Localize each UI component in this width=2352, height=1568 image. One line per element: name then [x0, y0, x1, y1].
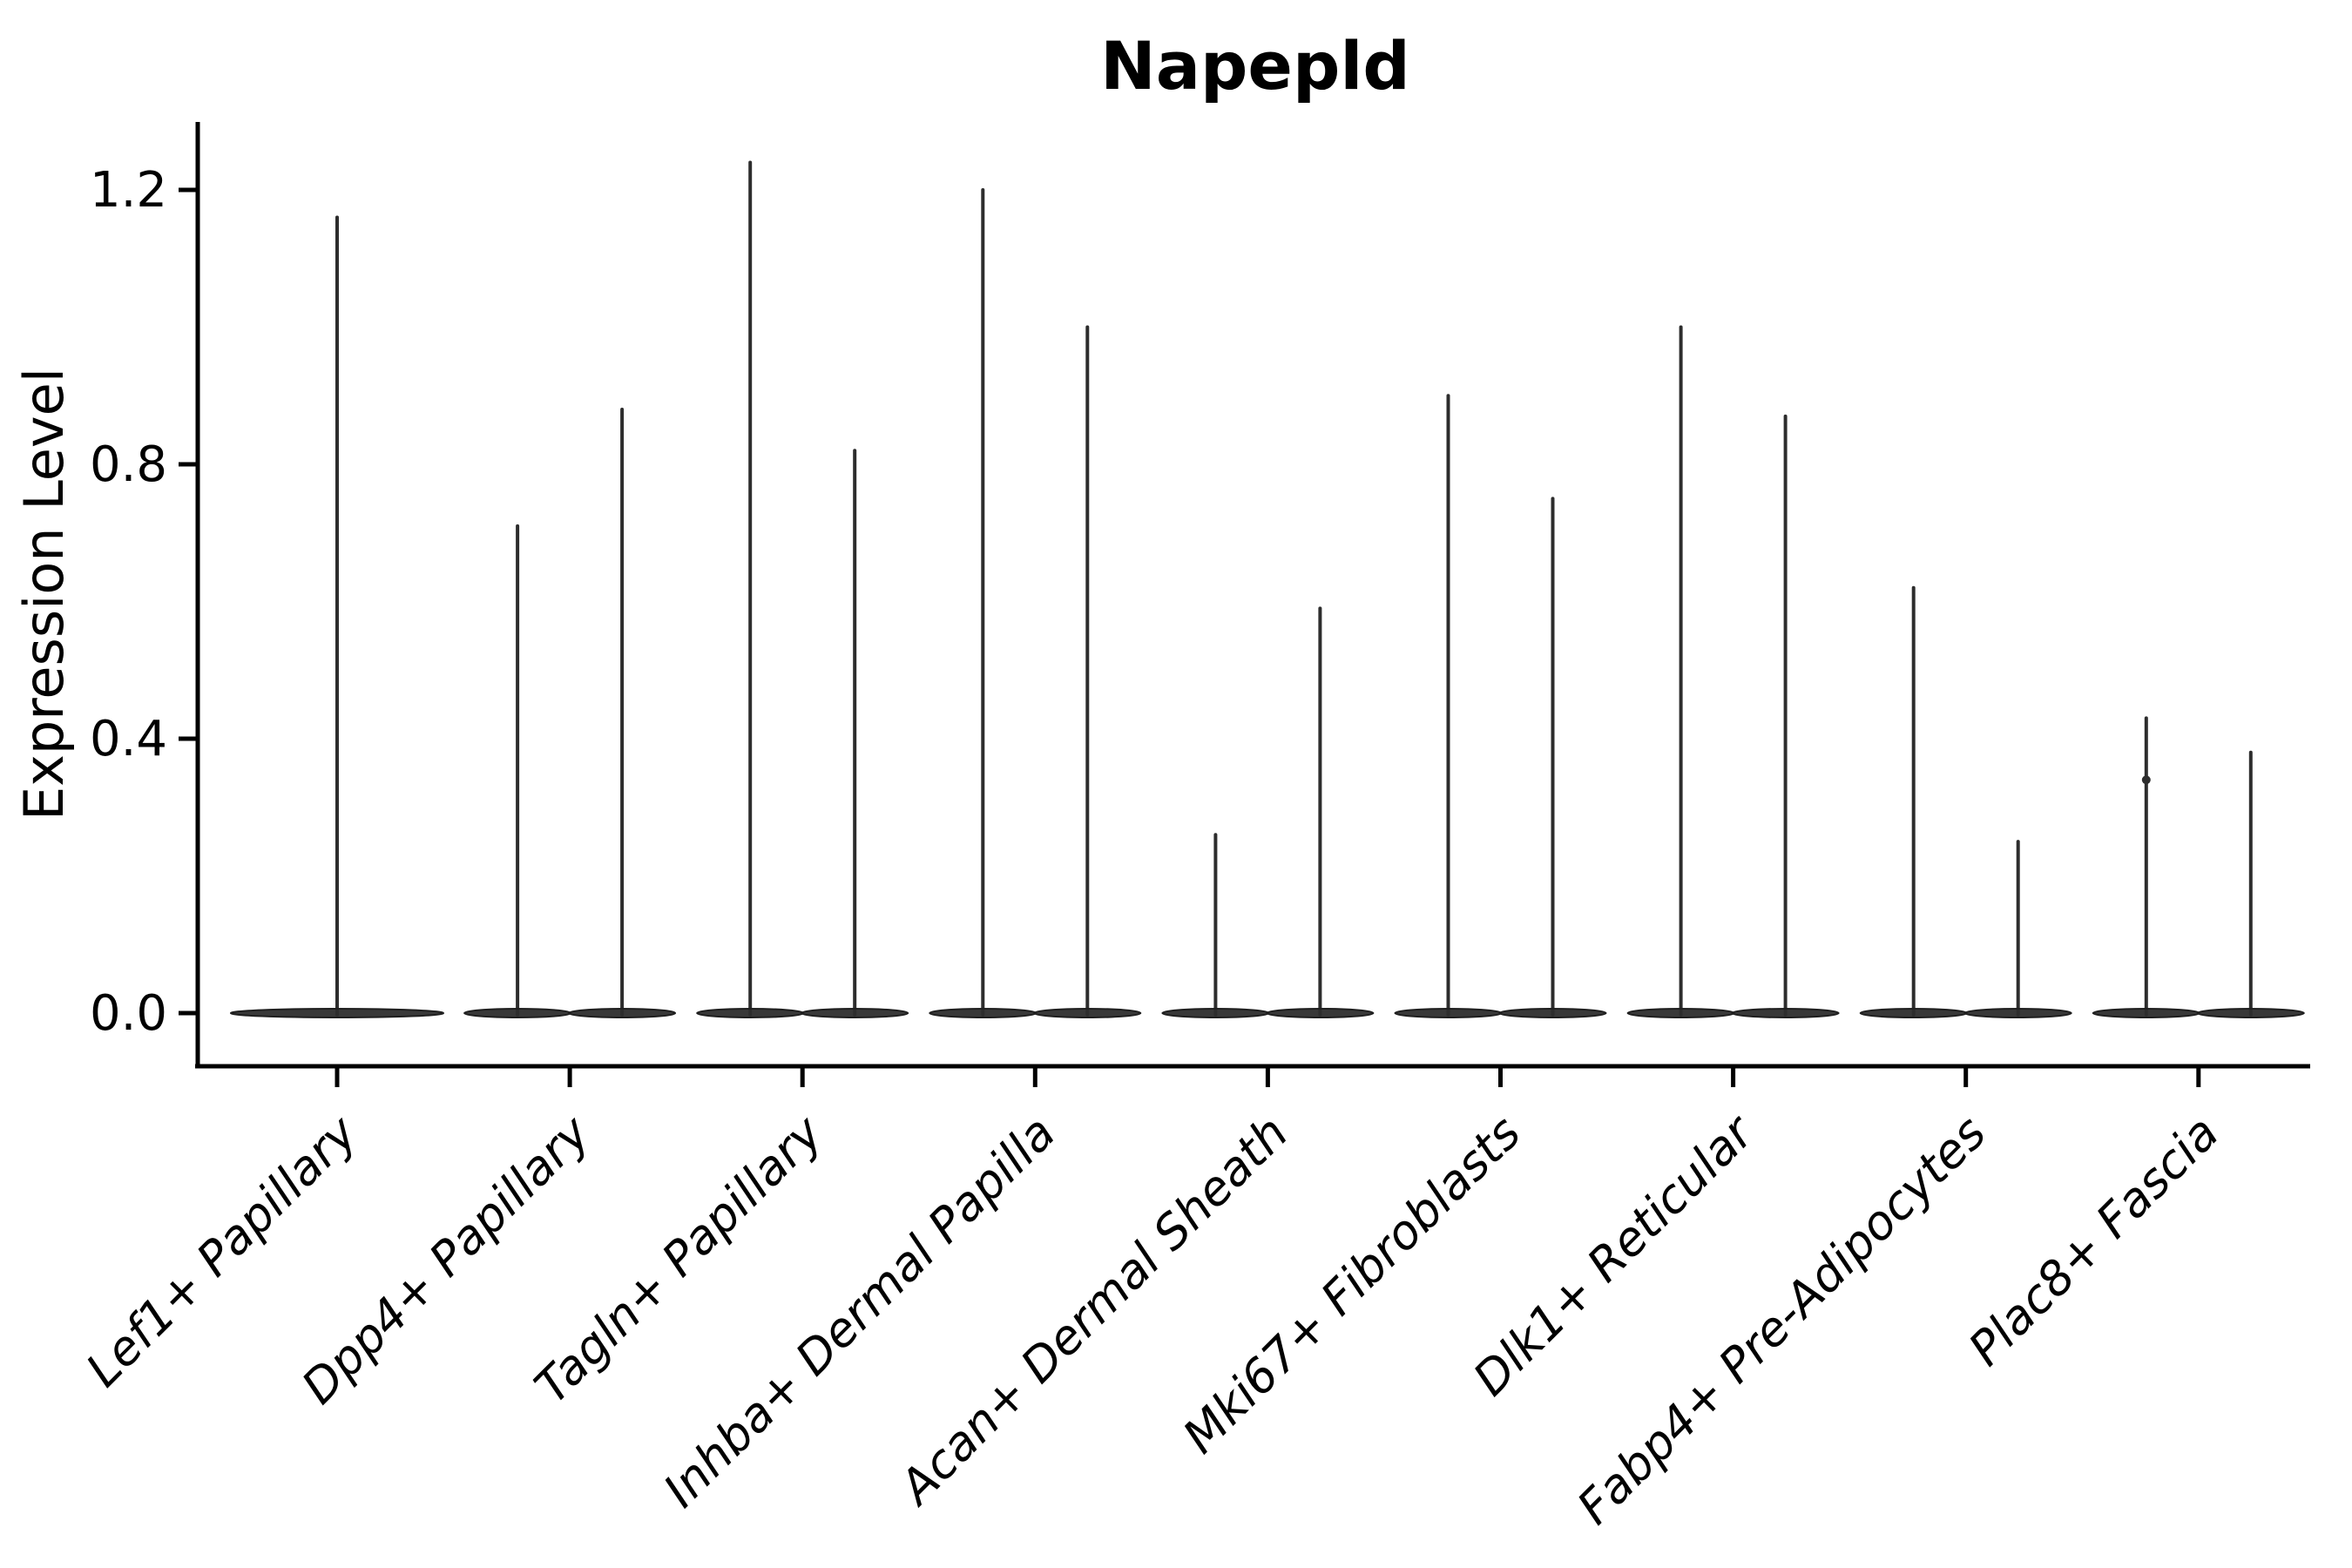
- y-axis-label: Expression Level: [12, 368, 76, 821]
- violins-group: [230, 160, 2305, 1018]
- y-tick-label: 0.8: [90, 436, 167, 493]
- violin-body: [929, 1008, 1037, 1018]
- violin-category: [1859, 585, 2072, 1018]
- violin-knot: [2141, 775, 2151, 785]
- violin-body: [568, 1008, 677, 1018]
- violin-category: [1626, 325, 1840, 1018]
- violin-body: [1626, 1008, 1735, 1018]
- violin-body: [1963, 1008, 2072, 1018]
- x-tick-label: Fabp4+ Pre-Adipocytes: [1567, 1105, 1997, 1535]
- violin-category: [1161, 606, 1375, 1018]
- x-tick-label: Plac8+ Fascia: [1958, 1105, 2229, 1376]
- violin-body: [1394, 1008, 1503, 1018]
- y-axis-ticks: 0.0 0.4 0.8 1.2: [90, 162, 198, 1042]
- violin-body: [1266, 1008, 1375, 1018]
- y-tick-label: 1.2: [90, 162, 167, 219]
- violin-category: [929, 188, 1142, 1018]
- violin-body: [230, 1008, 444, 1018]
- violin-body: [1498, 1008, 1607, 1018]
- violin-body: [2196, 1008, 2305, 1018]
- violin-body: [1033, 1008, 1142, 1018]
- violin-category: [2092, 716, 2305, 1018]
- chart-title: Napepld: [1100, 27, 1410, 105]
- violin-body: [1859, 1008, 1968, 1018]
- violin-category: [1394, 394, 1607, 1018]
- violin-body: [463, 1008, 572, 1018]
- violin-body: [1731, 1008, 1840, 1018]
- x-tick-label: Inhba+ Dermal Papilla: [653, 1105, 1066, 1518]
- violin-category: [463, 408, 677, 1018]
- violin-category: [230, 215, 444, 1018]
- y-tick-label: 0.0: [90, 985, 167, 1042]
- x-tick-label: Acan+ Dermal Sheath: [888, 1105, 1299, 1517]
- violin-body: [696, 1008, 805, 1018]
- violin-body: [1161, 1008, 1270, 1018]
- y-tick-label: 0.4: [90, 711, 167, 767]
- violin-body: [801, 1008, 909, 1018]
- violin-body: [2092, 1008, 2200, 1018]
- violin-category: [696, 160, 909, 1018]
